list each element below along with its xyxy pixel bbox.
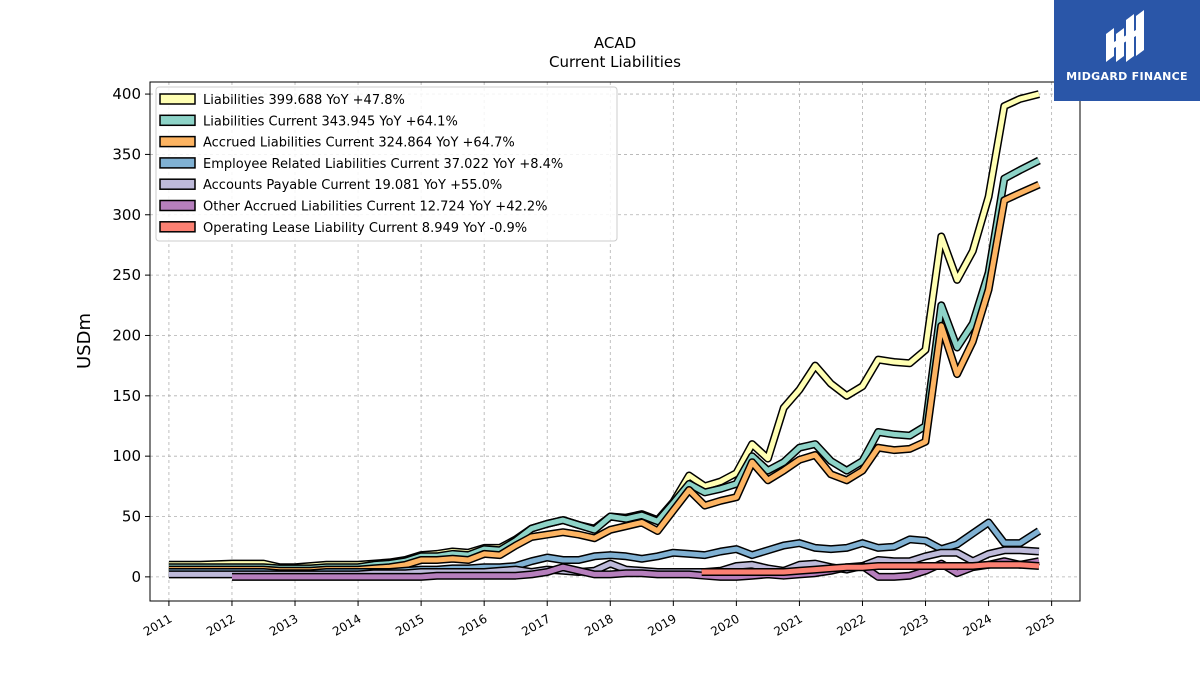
- series-line: [168, 182, 1041, 574]
- x-tick-label: 2024: [961, 611, 994, 638]
- x-tick-label: 2015: [393, 611, 426, 638]
- y-tick-label: 400: [112, 85, 141, 103]
- y-tick-label: 250: [112, 266, 141, 284]
- series-6: [232, 557, 1040, 581]
- legend-swatch: [159, 199, 196, 212]
- legend: Liabilities 399.688 YoY +47.8% Liabilitie…: [155, 86, 618, 242]
- series-7: [701, 560, 1040, 576]
- legend-entry: Accrued Liabilities Current 324.864 YoY …: [203, 136, 515, 151]
- x-tick-label: 2023: [898, 611, 931, 638]
- x-tick-label: 2016: [456, 611, 489, 638]
- y-tick-label: 150: [112, 387, 141, 405]
- x-tick-label: 2021: [771, 611, 804, 638]
- series-line: [232, 558, 1040, 580]
- legend-entry: Accounts Payable Current 19.081 YoY +55.…: [203, 178, 502, 193]
- y-tick-label: 0: [131, 568, 141, 586]
- x-tick-label: 2018: [582, 611, 615, 638]
- logo-mark-icon: [1106, 10, 1144, 62]
- legend-swatch: [159, 135, 196, 148]
- legend-entry: Other Accrued Liabilities Current 12.724…: [203, 200, 548, 215]
- y-tick-label: 100: [112, 447, 141, 465]
- series-line: [701, 562, 1040, 575]
- x-tick-label: 2017: [519, 611, 552, 638]
- legend-box: [155, 86, 618, 242]
- legend-swatch: [159, 178, 196, 190]
- series-line-outline: [168, 180, 1041, 575]
- x-tick-label: 2012: [204, 611, 237, 638]
- y-tick-label: 50: [122, 508, 141, 526]
- legend-entry: Liabilities Current 343.945 YoY +64.1%: [203, 114, 458, 129]
- x-tick-label: 2022: [835, 611, 868, 638]
- chart-subtitle: Current Liabilities: [549, 53, 681, 71]
- legend-swatch: [159, 114, 196, 127]
- x-tick-label: 2019: [645, 611, 678, 638]
- x-tick-label: 2013: [267, 611, 300, 638]
- legend-swatch: [159, 157, 196, 169]
- x-tick-label: 2011: [141, 611, 174, 638]
- legend-entry: Liabilities 399.688 YoY +47.8%: [203, 93, 405, 108]
- y-tick-label: 200: [112, 326, 141, 344]
- legend-entry: Operating Lease Liability Current 8.949 …: [203, 221, 527, 236]
- legend-entry: Employee Related Liabilities Current 37.…: [203, 157, 563, 172]
- series-3: [168, 180, 1041, 575]
- y-tick-label: 350: [112, 145, 141, 163]
- logo-text: MIDGARD FINANCE: [1066, 70, 1188, 83]
- x-tick-label: 2020: [708, 611, 741, 638]
- chart-title: ACAD: [594, 34, 636, 52]
- x-tick-label: 2014: [330, 611, 363, 638]
- legend-swatch: [159, 221, 196, 233]
- y-axis-label: USDm: [74, 313, 95, 369]
- series-layer: [168, 90, 1042, 581]
- legend-swatch: [159, 93, 196, 105]
- y-tick-label: 300: [112, 206, 141, 224]
- plot-frame: [149, 81, 1081, 602]
- x-tick-label: 2025: [1024, 611, 1057, 638]
- brand-logo: MIDGARD FINANCE: [1054, 0, 1200, 101]
